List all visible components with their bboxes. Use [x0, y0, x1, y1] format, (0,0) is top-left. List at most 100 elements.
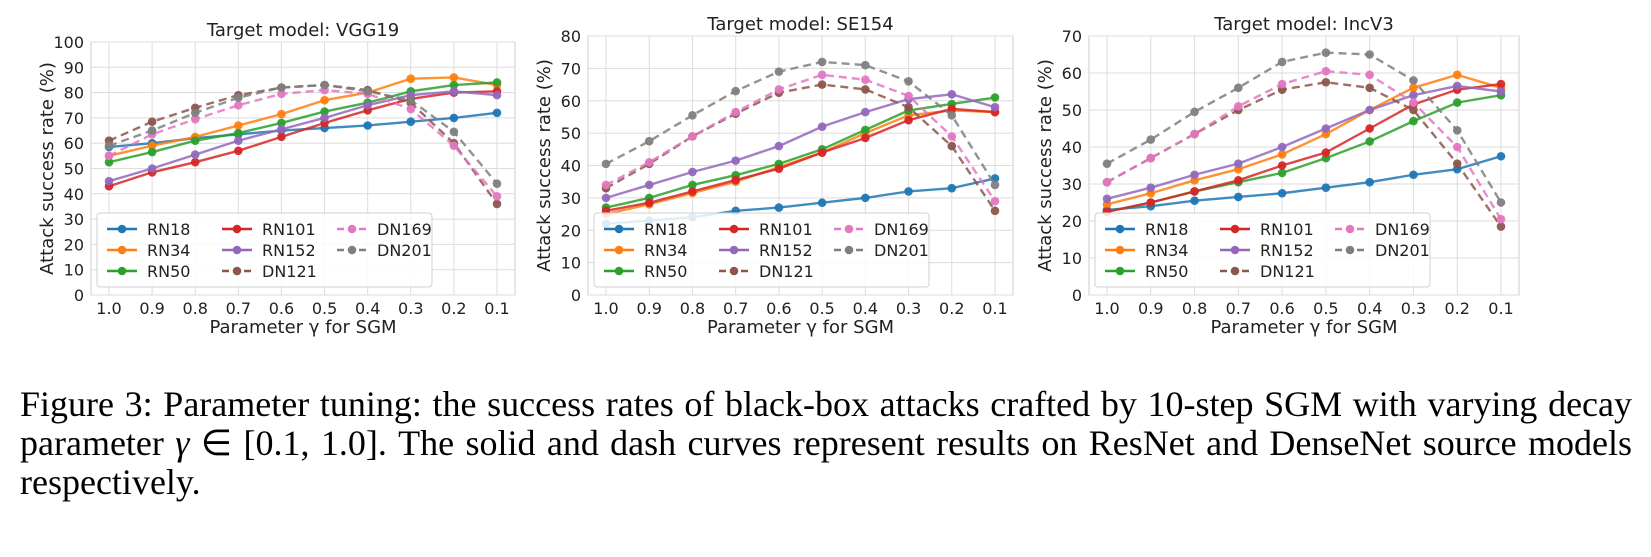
y-tick-label: 40: [1062, 138, 1082, 157]
data-point-rn152: [320, 113, 329, 123]
series-line-dn121: [1106, 81, 1502, 228]
y-tick-label: 80: [561, 27, 581, 46]
legend-marker-rn34: [1115, 245, 1125, 255]
data-point-rn50: [861, 125, 870, 135]
data-point-rn101: [1365, 124, 1374, 133]
data-point-rn152: [731, 156, 740, 165]
y-tick-label: 50: [561, 124, 581, 143]
x-tick-label: 0.3: [1401, 299, 1426, 318]
data-point-rn152: [147, 164, 157, 173]
data-point-dn201: [861, 60, 870, 70]
data-point-dn169: [492, 192, 502, 201]
data-point-dn201: [492, 179, 502, 188]
data-point-rn101: [861, 133, 870, 143]
data-point-rn101: [234, 146, 243, 156]
data-point-dn169: [861, 75, 870, 85]
legend-marker-dn169: [347, 224, 357, 234]
series-line-rn50: [605, 96, 996, 209]
x-tick-label: 0.7: [723, 299, 748, 318]
legend-label-rn101: RN101: [1260, 220, 1314, 239]
data-point-rn101: [817, 148, 827, 157]
data-point-dn169: [644, 157, 654, 167]
series-line-rn152: [1106, 84, 1502, 200]
data-point-dn169: [904, 91, 913, 101]
x-tick-label: 0.8: [1182, 299, 1207, 318]
data-point-rn18: [406, 117, 416, 126]
data-point-rn101: [1277, 161, 1287, 170]
data-point-rn18: [1365, 177, 1374, 187]
data-point-rn152: [234, 136, 243, 145]
y-tick-label: 20: [561, 221, 581, 240]
legend-box: [1094, 212, 1431, 288]
data-point-rn152: [1146, 183, 1156, 192]
data-point-dn201: [449, 127, 459, 137]
data-point-dn201: [1321, 48, 1331, 57]
data-point-dn169: [1365, 70, 1374, 80]
data-point-rn50: [147, 147, 157, 157]
data-point-rn152: [1365, 105, 1374, 115]
data-point-rn101: [644, 198, 654, 208]
legend-label-rn101: RN101: [262, 220, 316, 239]
data-point-dn201: [1146, 135, 1156, 144]
y-tick-label: 30: [561, 189, 581, 208]
x-tick-label: 0.6: [766, 299, 791, 318]
data-point-rn18: [1234, 192, 1243, 202]
data-point-rn34: [1452, 70, 1462, 80]
legend: RN18 RN34 RN50 RN101 RN152 DN121 DN169 DN201: [593, 212, 930, 288]
chart-title: Target model: SE154: [706, 14, 893, 35]
legend-marker-rn152: [1230, 245, 1240, 255]
y-tick-label: 60: [561, 92, 581, 111]
x-tick-label: 0.4: [853, 299, 878, 318]
data-point-rn101: [731, 175, 740, 185]
data-point-dn201: [731, 86, 740, 96]
data-point-rn50: [990, 93, 1000, 102]
x-axis-label: Parameter γ for SGM: [1210, 317, 1397, 338]
data-point-rn101: [1234, 176, 1243, 185]
data-point-dn201: [1496, 198, 1506, 207]
data-point-dn169: [774, 85, 784, 94]
data-point-rn34: [320, 95, 329, 105]
data-point-dn201: [990, 180, 1000, 190]
data-point-dn169: [731, 107, 740, 117]
series-line-rn34: [1106, 73, 1502, 206]
data-point-rn101: [190, 157, 200, 167]
legend-label-rn18: RN18: [644, 220, 687, 239]
y-axis-label: Attack success rate (%): [1035, 59, 1056, 272]
data-point-dn169: [1277, 79, 1287, 89]
data-point-dn121: [904, 102, 913, 112]
series-line-dn201: [605, 60, 997, 186]
series-line-dn121: [108, 83, 498, 205]
data-point-dn169: [449, 141, 459, 151]
chart-panel-1: 0 10 20 30 40 50 60 70 80 90 100 1.0 0.9 0.8 0.7 0.6 0.5…: [37, 20, 516, 338]
data-point-dn201: [104, 141, 114, 151]
chart-panel-3: 0 10 20 30 40 50 60 70 1.0 0.9 0.8 0.7 0.6 0.5 0.4 0.3 0…: [1035, 14, 1520, 338]
data-point-dn169: [277, 89, 286, 99]
data-point-dn121: [990, 206, 1000, 216]
x-tick-label: 0.4: [1357, 299, 1382, 318]
data-point-rn18: [1496, 151, 1506, 161]
data-point-rn101: [1190, 187, 1199, 196]
legend-marker-rn101: [232, 224, 242, 234]
data-point-dn169: [601, 180, 611, 190]
data-point-rn152: [1496, 87, 1506, 96]
y-tick-label: 80: [64, 84, 84, 103]
chart-title: Target model: IncV3: [1213, 14, 1394, 35]
x-tick-label: 0.9: [1138, 299, 1163, 318]
data-point-dn201: [817, 57, 827, 67]
y-axis-label: Attack success rate (%): [534, 59, 555, 272]
data-point-dn121: [947, 141, 957, 151]
x-tick-label: 0.3: [398, 299, 423, 318]
data-point-rn152: [1409, 90, 1418, 100]
data-point-rn18: [817, 198, 827, 208]
data-point-rn152: [1277, 142, 1287, 152]
series-line-dn201: [108, 83, 498, 185]
caption-math-symbol: γ: [175, 423, 190, 463]
data-point-rn18: [1190, 196, 1199, 205]
data-point-dn201: [234, 93, 243, 102]
y-tick-label: 10: [1062, 249, 1082, 268]
y-tick-label: 70: [64, 109, 84, 128]
data-point-dn169: [1102, 177, 1112, 187]
x-axis-label: Parameter γ for SGM: [209, 317, 396, 338]
data-point-rn152: [774, 141, 784, 151]
